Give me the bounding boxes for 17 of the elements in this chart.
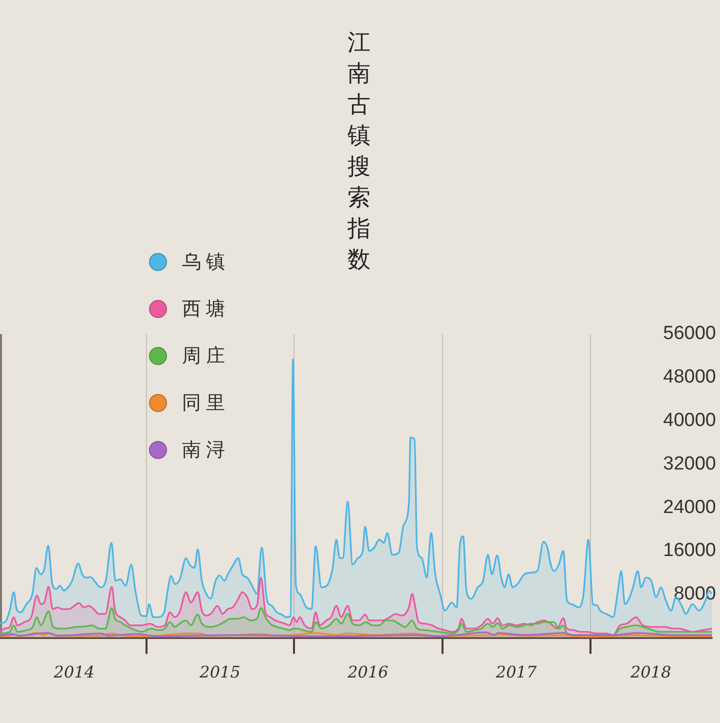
- x-tick-label: 2017: [494, 662, 538, 682]
- y-tick-label: 16000: [663, 540, 716, 562]
- y-tick-label: 24000: [663, 496, 716, 518]
- y-tick-label: 56000: [663, 323, 716, 344]
- y-tick-label: 32000: [663, 453, 716, 474]
- y-tick-label: 48000: [663, 366, 716, 388]
- x-tick-label: 2015: [198, 662, 240, 682]
- x-tick-label: 2018: [629, 662, 672, 682]
- y-tick-label: 40000: [663, 410, 716, 432]
- legend-label: 南浔: [182, 438, 230, 460]
- chart-title: 江南古镇搜索指数: [346, 29, 372, 275]
- x-tick-label: 2014: [52, 662, 95, 682]
- legend-label: 西塘: [182, 298, 230, 320]
- legend-label: 周庄: [182, 344, 230, 366]
- x-tick-label: 2016: [346, 662, 388, 682]
- legend-label: 同里: [182, 392, 230, 414]
- legend-label: 乌镇: [182, 250, 230, 272]
